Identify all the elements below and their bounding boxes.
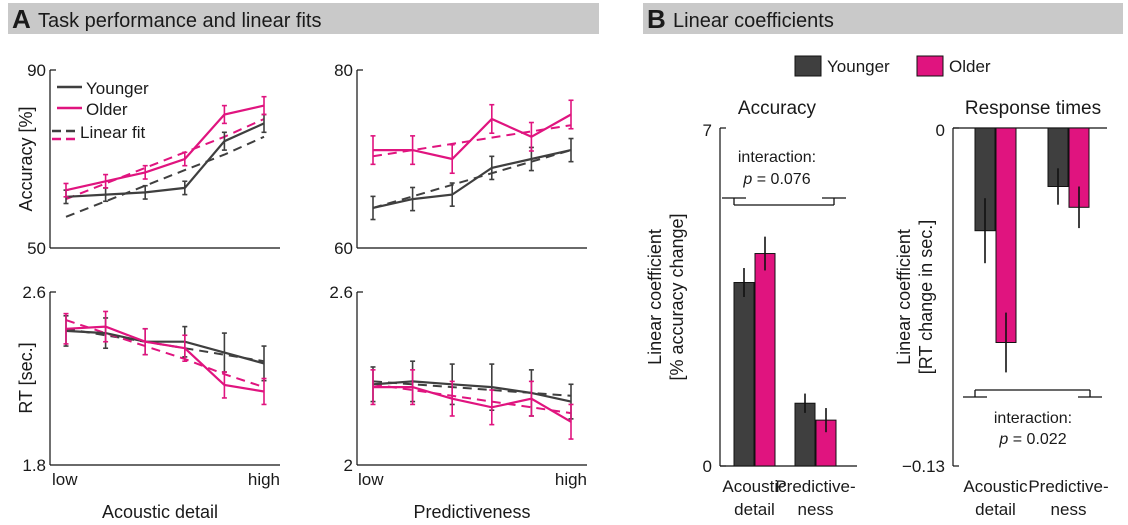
y-axis-label-units: [% accuracy change] [667,213,687,380]
y-axis-label-units: [RT change in sec.] [916,220,936,374]
legend-b-older-label: Older [949,57,991,76]
y-tick-label: 0 [936,121,945,140]
fit-line-younger [65,327,265,363]
fit-line-younger [65,135,265,218]
interaction-label: interaction: [994,410,1072,427]
series-line-older [373,386,572,423]
series-line-younger [372,380,572,403]
panel-b-header [643,3,1123,34]
series-line-younger [65,329,265,365]
y-axis-label: Linear coefficient [645,229,665,365]
y-tick-label: 0 [703,457,712,476]
category-label: Predictive- [775,477,855,496]
legend-older-label: Older [86,100,128,119]
x-axis-title-acoustic: Acoustic detail [102,502,218,522]
x-high-label-predictive: high [555,470,587,489]
y-tick-label: 1.8 [22,456,46,475]
category-label: ness [798,500,834,519]
series-line-younger [372,149,572,209]
x-high-label-acoustic: high [248,470,280,489]
category-label: detail [734,500,775,519]
y-axis-label: Linear coefficient [894,229,914,365]
legend-fit-label: Linear fit [80,123,145,142]
legend-b-younger-swatch [794,55,822,77]
series-line-older [65,325,265,393]
interaction-p-value: p = 0.076 [742,171,810,188]
legend-b-older-swatch [916,55,944,77]
series-line-older [373,113,572,161]
fit-line-older [65,319,265,389]
bar-younger [733,282,755,467]
legend-b-younger-label: Younger [827,57,890,76]
y-tick-label: 50 [27,239,46,258]
series-line-older [65,104,265,192]
interaction-label: interaction: [738,149,816,166]
legend-panel-a: Younger Older Linear fit [52,79,149,142]
bar-older [995,127,1017,343]
y-tick-label: 60 [334,239,353,258]
series-line-younger [65,122,265,198]
chart-coefficient-rt: Response times 0 −0.13 Linear coefficient [R… [894,98,1109,519]
panel-b-letter: B [647,4,666,34]
category-label: detail [975,500,1016,519]
category-label: ness [1051,500,1087,519]
chart-rt-predictive: 2.62 [329,283,587,475]
category-label: Predictive- [1028,477,1108,496]
y-tick-label: −0.13 [902,457,945,476]
bar-older [754,253,776,467]
chart-title: Response times [965,98,1101,119]
legend-panel-b: Younger Older [794,55,991,77]
y-tick-label: 2.6 [22,283,46,302]
panel-a-title: Task performance and linear fits [38,10,321,32]
panel-a-header [8,3,599,34]
y-tick-label: 90 [27,61,46,80]
fit-line-older [65,118,265,201]
y-tick-label: 2.6 [329,283,353,302]
y-axis-label: Accuracy [%] [16,106,36,211]
chart-accuracy-predictive: 80 60 [334,61,587,258]
category-label: Acoustic [963,477,1028,496]
legend-younger-label: Younger [86,79,149,98]
y-tick-label: 7 [703,121,712,140]
x-axis-title-predictive: Predictiveness [413,502,530,522]
chart-title: Accuracy [738,98,817,119]
fit-line-older [372,124,572,158]
y-axis-label: RT [sec.] [16,342,36,413]
x-low-label-predictive: low [358,470,384,489]
chart-coefficient-accuracy: Accuracy 7 0 Linear coefficient [% accuracy … [645,98,857,519]
panel-a-letter: A [12,4,31,34]
y-tick-label: 80 [334,61,353,80]
y-tick-label: 2 [344,456,353,475]
chart-rt-acoustic: 2.6 1.8 RT [sec.] [16,283,280,475]
category-label: Acoustic [722,477,787,496]
chart-accuracy-acoustic: 90 50 Accuracy [%] [16,61,280,258]
interaction-p-value: p = 0.022 [998,431,1066,448]
panel-b-title: Linear coefficients [673,10,834,32]
x-low-label-acoustic: low [52,470,78,489]
fit-line-younger [372,149,572,209]
fit-line-older [372,383,572,415]
